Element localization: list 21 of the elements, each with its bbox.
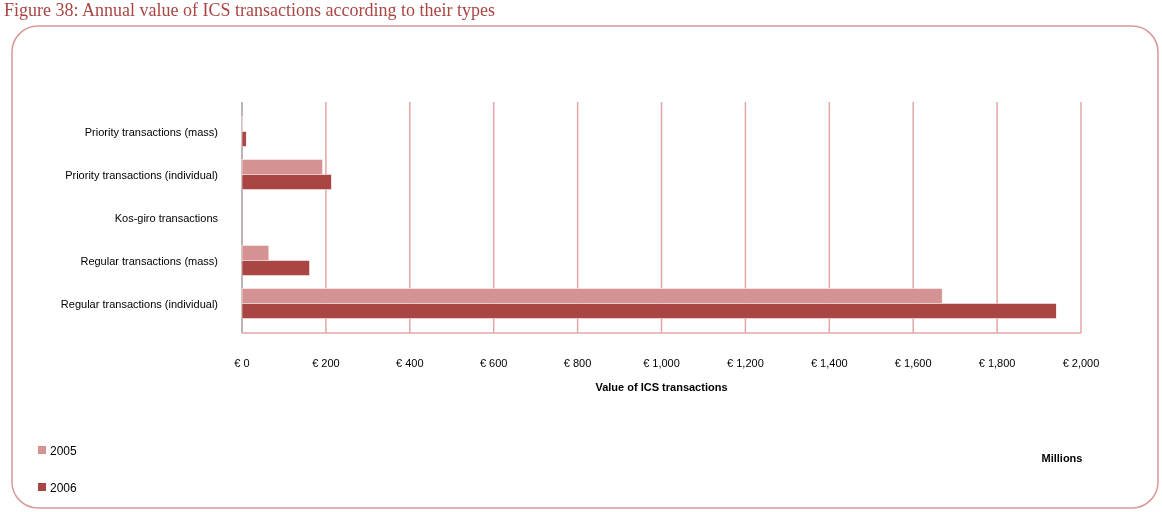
x-tick-label: € 1,800 <box>978 357 1016 369</box>
x-tick-label: € 600 <box>479 357 508 369</box>
x-tick-label: € 400 <box>396 357 424 369</box>
x-tick-label: € 2,000 <box>1062 357 1100 369</box>
y-tick-label: Kos-giro transactions <box>114 211 219 224</box>
x-tick-label: € 1,600 <box>894 357 932 369</box>
x-tick-label: € 800 <box>563 357 592 369</box>
y-tick-label: Priority transactions (individual) <box>65 168 218 181</box>
x-tick-label: € 200 <box>312 357 340 369</box>
y-tick-label: Regular transactions (individual) <box>60 297 218 310</box>
legend-label: 2005 <box>50 444 78 458</box>
legend-label: 2006 <box>50 481 78 495</box>
x-tick-label: € 1,400 <box>810 357 848 369</box>
x-axis-title: Value of ICS transactions <box>595 381 728 393</box>
x-tick-label: € 0 <box>234 357 250 369</box>
text: Millions <box>1041 452 1083 464</box>
x-tick-label: € 1,200 <box>727 357 764 369</box>
chart-title: Figure 38: Annual value of ICS transactions according to their types <box>4 0 495 20</box>
y-tick-label: Regular transactions (mass) <box>80 254 218 267</box>
y-tick-label: Priority transactions (mass) <box>84 125 218 138</box>
x-tick-label: € 1,000 <box>643 357 680 369</box>
